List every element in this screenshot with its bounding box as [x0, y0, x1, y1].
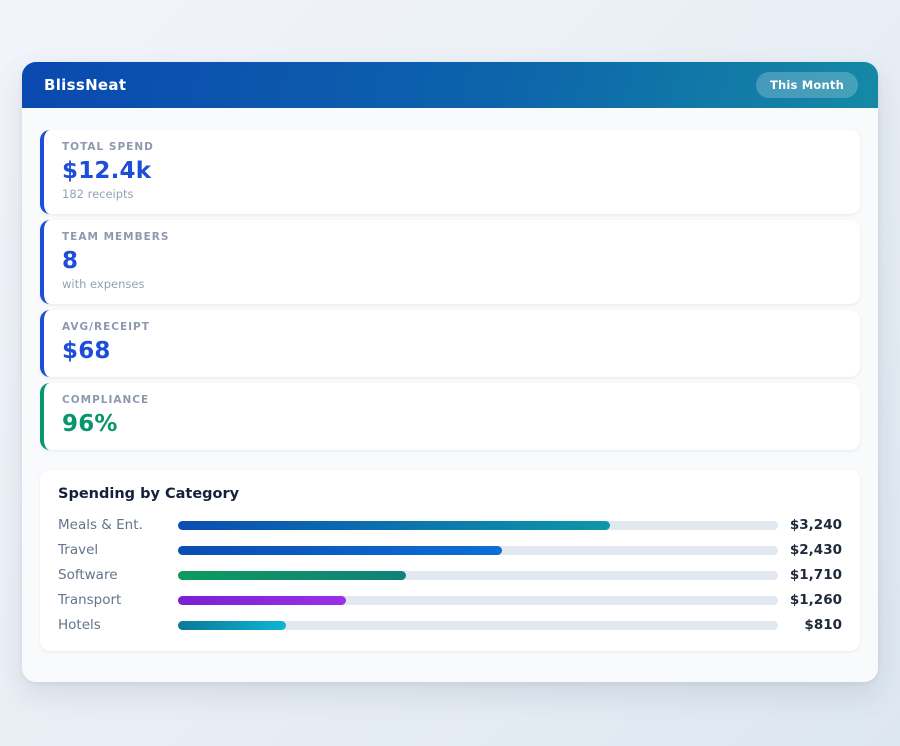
stat-value: $12.4k [62, 158, 152, 184]
bar-fill [178, 545, 502, 555]
period-badge[interactable]: This Month [755, 72, 858, 98]
category-value: $810 [804, 617, 842, 633]
stat-card-avg-receipt: AVG/RECEIPT $68 [40, 310, 860, 377]
stat-label: COMPLIANCE [62, 394, 150, 406]
app-title: BlissNeat [44, 76, 127, 94]
chart-rows: Meals & Ent. $3,240 Travel $2,430 Softwa… [58, 517, 842, 633]
stat-card-team-members: TEAM MEMBERS 8 with expenses [40, 220, 860, 304]
stat-label: AVG/RECEIPT [62, 321, 150, 333]
stat-value: $68 [62, 338, 111, 364]
category-label: Travel [58, 542, 99, 558]
stat-value: 8 [62, 248, 79, 274]
main-content: TOTAL SPEND $12.4k 182 receipts TEAM MEM… [22, 108, 878, 651]
bar-fill [178, 520, 610, 530]
category-value: $1,260 [789, 592, 842, 608]
category-value: $2,430 [789, 542, 842, 558]
app-header: BlissNeat This Month [22, 62, 878, 108]
stat-label: TOTAL SPEND [62, 141, 154, 153]
bar-fill [178, 620, 286, 630]
bar-track [178, 545, 778, 555]
spending-by-category-chart: Spending by Category Meals & Ent. $3,240… [40, 470, 860, 651]
app-panel: BlissNeat This Month TOTAL SPEND $12.4k … [22, 62, 878, 682]
stat-label: TEAM MEMBERS [62, 231, 170, 243]
chart-title: Spending by Category [58, 486, 240, 502]
stat-subtext: 182 receipts [62, 187, 134, 201]
bar-fill [178, 595, 346, 605]
bar-track [178, 620, 778, 630]
stat-value: 96% [62, 411, 118, 437]
stat-subtext: with expenses [62, 277, 145, 291]
category-label: Meals & Ent. [58, 517, 143, 533]
chart-row-meals: Meals & Ent. $3,240 [58, 517, 842, 533]
bar-track [178, 570, 778, 580]
stat-card-total-spend: TOTAL SPEND $12.4k 182 receipts [40, 130, 860, 214]
category-value: $3,240 [789, 517, 842, 533]
chart-row-hotels: Hotels $810 [58, 617, 842, 633]
category-value: $1,710 [789, 567, 842, 583]
bar-track [178, 595, 778, 605]
bar-track [178, 520, 778, 530]
category-label: Software [58, 567, 118, 583]
chart-row-transport: Transport $1,260 [58, 592, 842, 608]
category-label: Transport [58, 592, 122, 608]
chart-row-travel: Travel $2,430 [58, 542, 842, 558]
chart-row-software: Software $1,710 [58, 567, 842, 583]
category-label: Hotels [58, 617, 101, 633]
bar-fill [178, 570, 406, 580]
stat-card-compliance: COMPLIANCE 96% [40, 383, 860, 450]
